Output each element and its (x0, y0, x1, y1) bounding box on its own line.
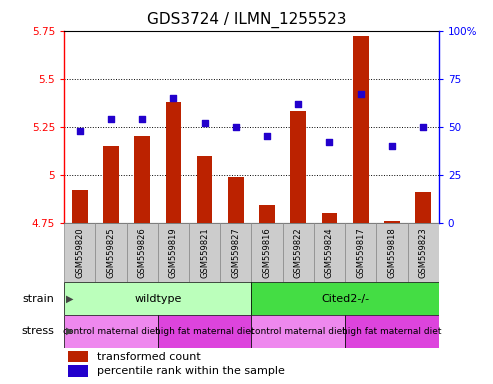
Bar (158, 223, 189, 282)
Bar (189, 223, 220, 282)
Bar (158, 315, 251, 348)
Point (201, 120, 209, 126)
Text: high fat maternal diet: high fat maternal diet (155, 327, 254, 336)
Text: Cited2-/-: Cited2-/- (321, 293, 369, 304)
Text: ▶: ▶ (66, 293, 73, 304)
Text: GSM559827: GSM559827 (231, 227, 240, 278)
Text: control maternal diet: control maternal diet (63, 327, 159, 336)
Text: percentile rank within the sample: percentile rank within the sample (97, 366, 285, 376)
Point (170, 95, 177, 101)
Bar (228, 177, 244, 223)
Bar (408, 223, 439, 282)
Bar (68, 351, 88, 362)
Bar (345, 223, 376, 282)
Text: GSM559824: GSM559824 (325, 227, 334, 278)
Point (76, 127, 84, 134)
Point (325, 139, 333, 145)
Text: strain: strain (22, 293, 54, 304)
Text: high fat maternal diet: high fat maternal diet (342, 327, 442, 336)
Bar (251, 282, 439, 315)
Bar (64, 223, 95, 282)
Bar (345, 315, 439, 348)
Bar (166, 102, 181, 223)
Bar (95, 223, 127, 282)
Point (419, 124, 427, 130)
Bar (64, 282, 251, 315)
Point (138, 116, 146, 122)
Text: GSM559818: GSM559818 (387, 227, 396, 278)
Text: GSM559817: GSM559817 (356, 227, 365, 278)
Point (294, 101, 302, 107)
Bar (103, 146, 119, 223)
Bar (134, 136, 150, 223)
Bar (127, 223, 158, 282)
Point (357, 91, 365, 97)
Point (263, 133, 271, 139)
Text: GDS3724 / ILMN_1255523: GDS3724 / ILMN_1255523 (147, 12, 346, 28)
Text: GSM559822: GSM559822 (294, 227, 303, 278)
Text: wildtype: wildtype (134, 293, 181, 304)
Text: GSM559816: GSM559816 (263, 227, 272, 278)
Bar (314, 223, 345, 282)
Text: GSM559819: GSM559819 (169, 227, 178, 278)
Bar (321, 213, 337, 223)
Bar (282, 223, 314, 282)
Text: ▶: ▶ (66, 326, 73, 336)
Bar (384, 221, 400, 223)
Text: transformed count: transformed count (97, 352, 201, 362)
Bar (251, 223, 282, 282)
Text: GSM559821: GSM559821 (200, 227, 209, 278)
Bar (259, 205, 275, 223)
Bar (220, 223, 251, 282)
Point (107, 116, 115, 122)
Bar (68, 366, 88, 377)
Bar (197, 156, 212, 223)
Bar (290, 111, 306, 223)
Bar (376, 223, 408, 282)
Text: GSM559820: GSM559820 (75, 227, 84, 278)
Text: GSM559826: GSM559826 (138, 227, 146, 278)
Text: GSM559825: GSM559825 (106, 227, 115, 278)
Point (232, 124, 240, 130)
Text: stress: stress (21, 326, 54, 336)
Bar (64, 315, 158, 348)
Bar (415, 192, 431, 223)
Point (388, 143, 396, 149)
Bar (72, 190, 88, 223)
Bar (251, 315, 345, 348)
Text: control maternal diet: control maternal diet (250, 327, 346, 336)
Bar (353, 36, 368, 223)
Text: GSM559823: GSM559823 (419, 227, 427, 278)
